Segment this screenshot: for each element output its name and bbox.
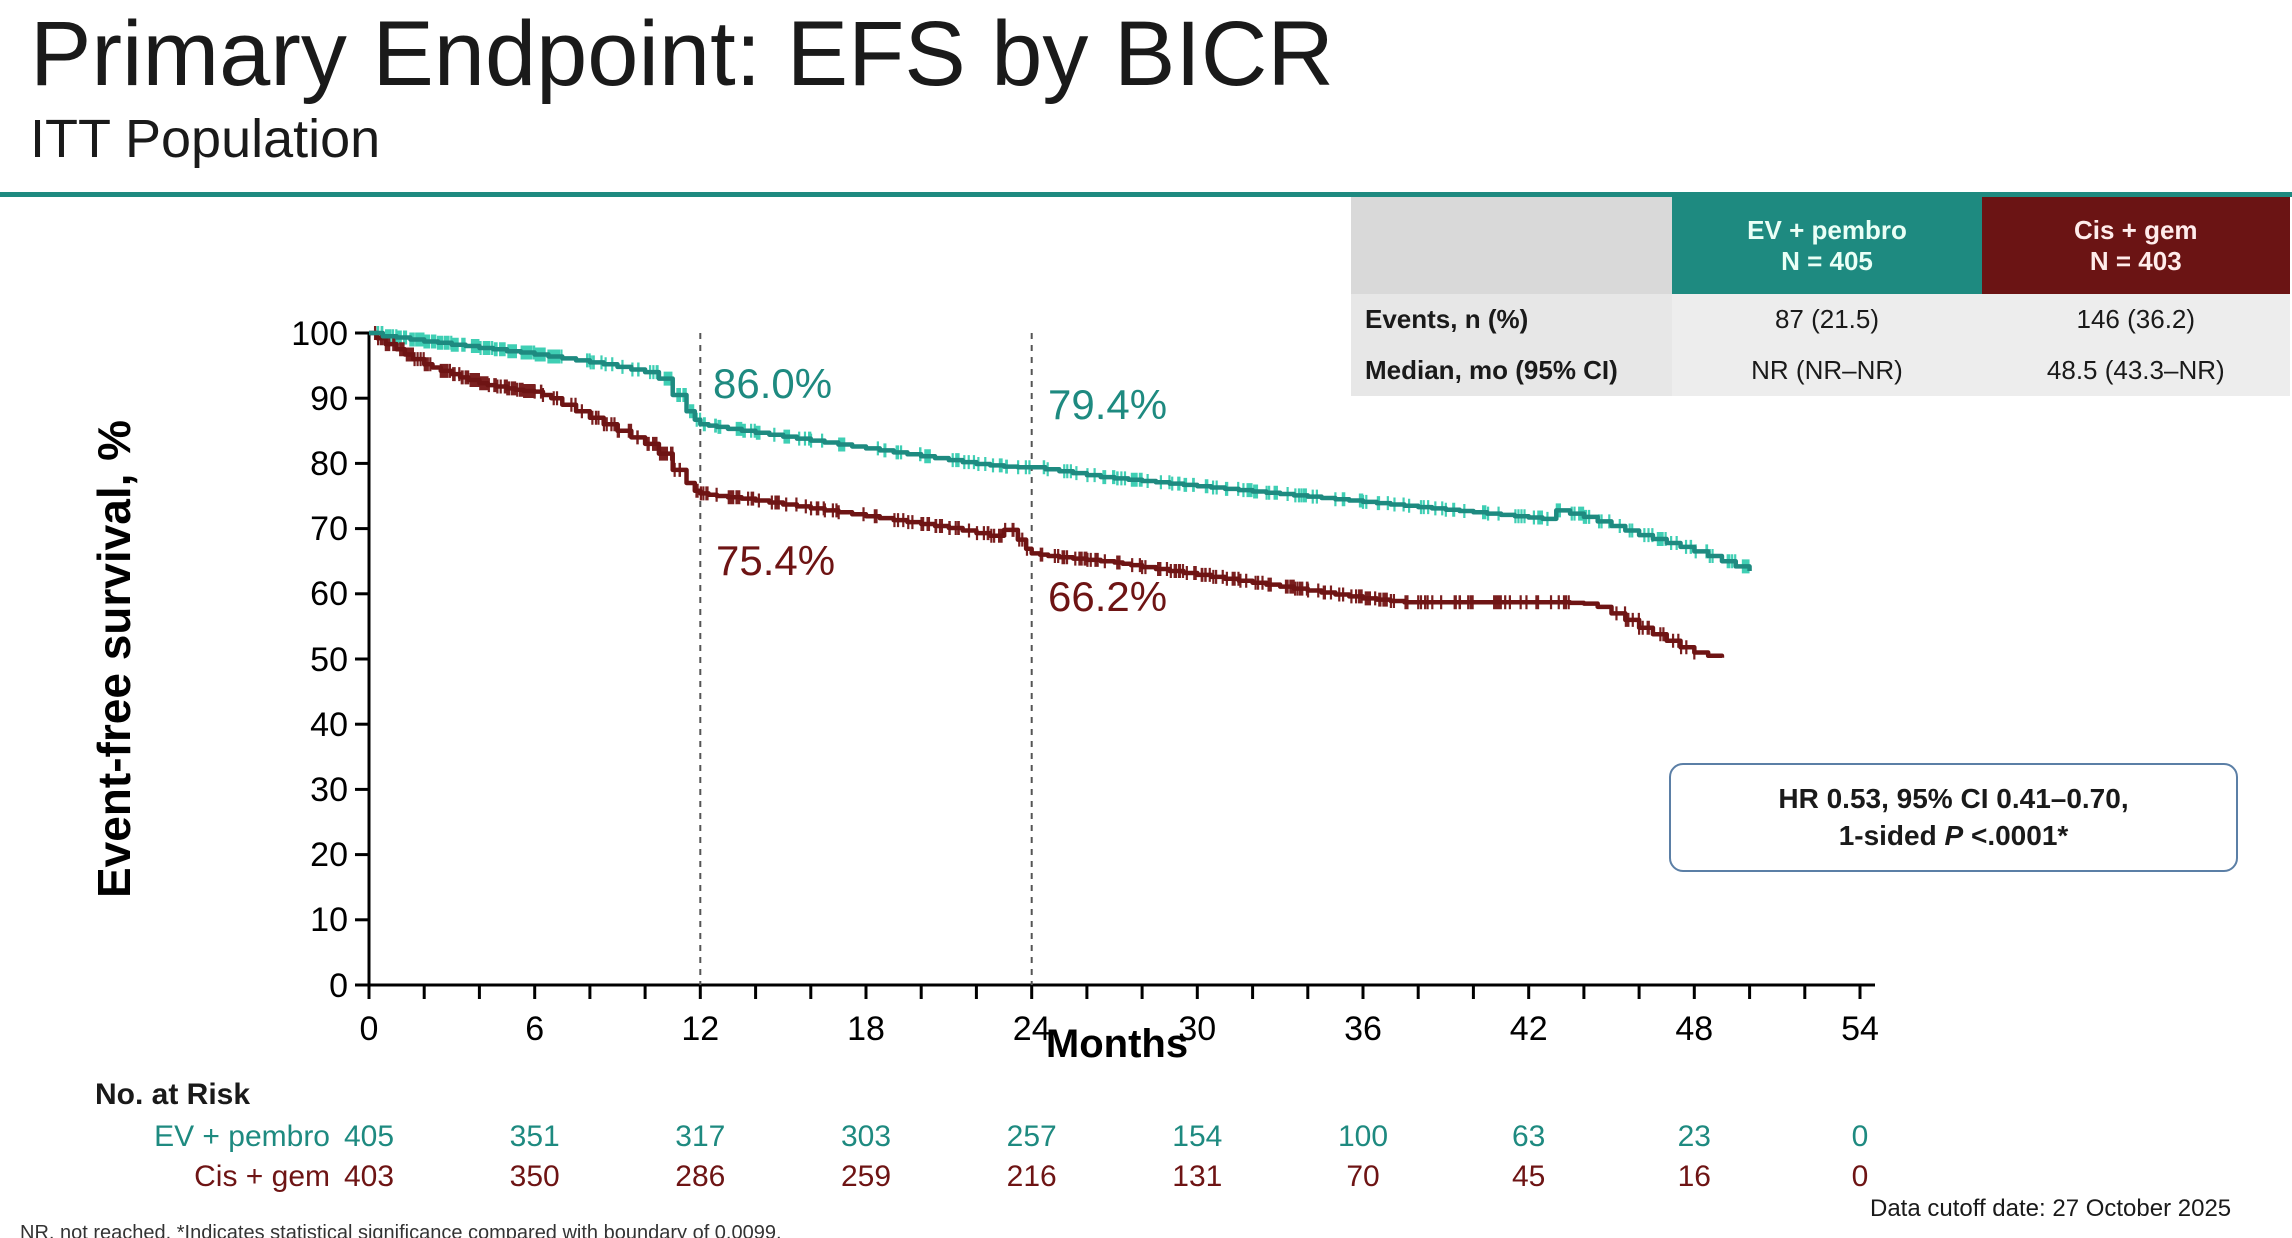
svg-text:75.4%: 75.4% bbox=[716, 537, 835, 584]
svg-text:403: 403 bbox=[344, 1160, 394, 1193]
svg-text:80: 80 bbox=[310, 445, 348, 483]
svg-text:70: 70 bbox=[310, 510, 348, 548]
svg-text:48: 48 bbox=[1675, 1010, 1713, 1048]
svg-text:Months: Months bbox=[1046, 1022, 1188, 1066]
svg-text:350: 350 bbox=[510, 1160, 560, 1193]
svg-text:40: 40 bbox=[310, 706, 348, 744]
svg-text:131: 131 bbox=[1172, 1160, 1222, 1193]
svg-text:303: 303 bbox=[841, 1120, 891, 1153]
svg-text:405: 405 bbox=[344, 1120, 394, 1153]
svg-text:0: 0 bbox=[329, 967, 348, 1005]
svg-text:36: 36 bbox=[1344, 1010, 1382, 1048]
svg-text:79.4%: 79.4% bbox=[1048, 381, 1167, 428]
svg-text:100: 100 bbox=[1338, 1120, 1388, 1153]
svg-text:154: 154 bbox=[1172, 1120, 1222, 1153]
svg-text:0: 0 bbox=[1852, 1120, 1869, 1153]
svg-text:20: 20 bbox=[310, 836, 348, 874]
svg-text:30: 30 bbox=[310, 771, 348, 809]
svg-text:Event-free survival, %: Event-free survival, % bbox=[88, 420, 140, 898]
svg-text:50: 50 bbox=[310, 641, 348, 679]
svg-text:18: 18 bbox=[847, 1010, 885, 1048]
svg-text:100: 100 bbox=[291, 315, 348, 353]
svg-text:16: 16 bbox=[1678, 1160, 1711, 1193]
svg-text:259: 259 bbox=[841, 1160, 891, 1193]
svg-text:10: 10 bbox=[310, 901, 348, 939]
svg-text:Cis + gem: Cis + gem bbox=[194, 1160, 330, 1193]
svg-text:54: 54 bbox=[1841, 1010, 1879, 1048]
svg-text:12: 12 bbox=[681, 1010, 719, 1048]
svg-text:EV + pembro: EV + pembro bbox=[154, 1120, 330, 1153]
svg-text:90: 90 bbox=[310, 380, 348, 418]
svg-text:317: 317 bbox=[675, 1120, 725, 1153]
svg-text:6: 6 bbox=[525, 1010, 544, 1048]
svg-text:45: 45 bbox=[1512, 1160, 1545, 1193]
svg-text:86.0%: 86.0% bbox=[713, 360, 832, 407]
svg-text:257: 257 bbox=[1007, 1120, 1057, 1153]
svg-text:23: 23 bbox=[1678, 1120, 1711, 1153]
svg-text:63: 63 bbox=[1512, 1120, 1545, 1153]
svg-text:0: 0 bbox=[1852, 1160, 1869, 1193]
svg-text:70: 70 bbox=[1346, 1160, 1379, 1193]
svg-text:216: 216 bbox=[1007, 1160, 1057, 1193]
svg-text:60: 60 bbox=[310, 575, 348, 613]
svg-text:66.2%: 66.2% bbox=[1048, 573, 1167, 620]
svg-text:42: 42 bbox=[1510, 1010, 1548, 1048]
svg-text:351: 351 bbox=[510, 1120, 560, 1153]
svg-text:286: 286 bbox=[675, 1160, 725, 1193]
svg-text:0: 0 bbox=[360, 1010, 379, 1048]
